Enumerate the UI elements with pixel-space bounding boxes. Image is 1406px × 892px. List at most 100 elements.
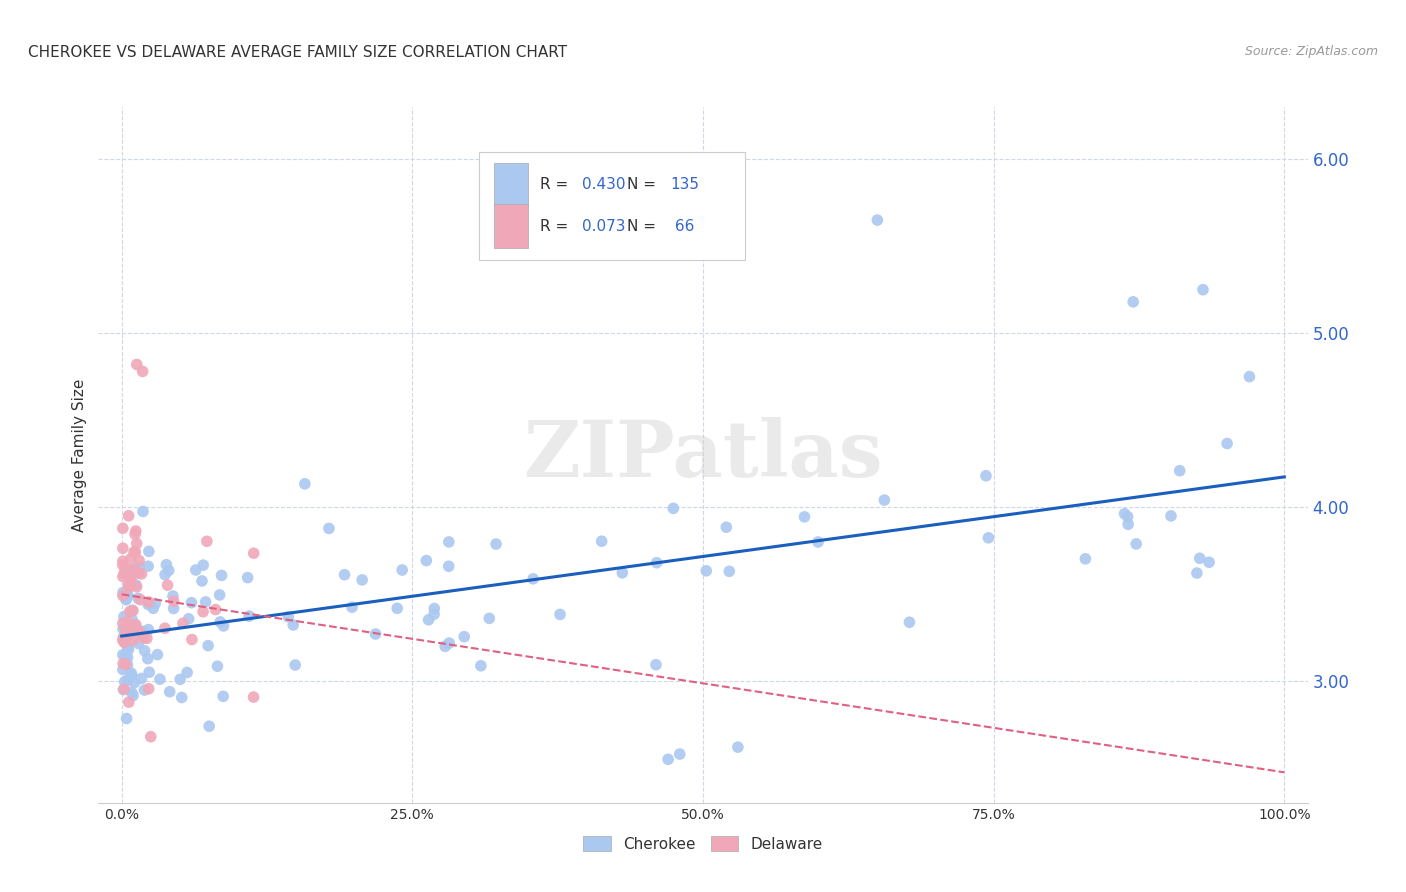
Point <box>170 690 193 705</box>
Point <box>121 563 143 577</box>
Point <box>128 625 150 640</box>
Point <box>112 619 135 633</box>
Point <box>1116 517 1139 532</box>
Point <box>121 566 143 580</box>
Point <box>195 534 218 549</box>
Point <box>111 558 134 573</box>
Point <box>128 636 150 650</box>
Point <box>139 730 162 744</box>
Text: N =: N = <box>627 177 661 192</box>
Point <box>112 609 135 624</box>
Point <box>136 651 159 665</box>
Point <box>212 690 235 704</box>
Point <box>242 690 264 704</box>
Point <box>117 589 139 603</box>
Point <box>117 640 139 654</box>
Point <box>591 534 613 549</box>
Point <box>132 628 155 642</box>
Point <box>974 468 997 483</box>
Point <box>134 644 156 658</box>
Point <box>112 630 135 644</box>
Point <box>125 358 148 372</box>
Point <box>191 574 214 588</box>
Text: R =: R = <box>540 177 572 192</box>
Point <box>138 665 160 680</box>
Point <box>112 566 135 581</box>
Point <box>114 657 136 672</box>
FancyBboxPatch shape <box>494 204 527 248</box>
Point <box>184 563 207 577</box>
Point <box>111 616 134 631</box>
Point <box>387 601 409 615</box>
Point <box>120 571 142 585</box>
Point <box>120 575 142 590</box>
Point <box>138 595 160 609</box>
Point <box>111 622 134 636</box>
Point <box>117 577 139 591</box>
Legend: Cherokee, Delaware: Cherokee, Delaware <box>576 830 830 858</box>
Point <box>121 613 143 627</box>
Point <box>112 585 135 599</box>
Point <box>415 553 437 567</box>
Point <box>115 587 138 601</box>
Point <box>128 624 150 638</box>
Point <box>193 558 215 573</box>
Point <box>212 619 235 633</box>
Point <box>138 544 160 558</box>
Point <box>898 615 921 630</box>
Point <box>118 695 141 709</box>
Point <box>172 616 194 631</box>
Point <box>478 611 501 625</box>
Point <box>1185 566 1208 580</box>
Point <box>124 618 146 632</box>
Point <box>118 627 141 641</box>
Point <box>114 674 136 689</box>
Y-axis label: Average Family Size: Average Family Size <box>72 378 87 532</box>
Point <box>284 658 307 673</box>
Point <box>866 213 889 227</box>
Point <box>114 563 136 577</box>
Point <box>142 601 165 615</box>
Point <box>118 580 141 594</box>
Point <box>115 624 138 639</box>
Point <box>120 623 142 637</box>
Point <box>124 675 146 690</box>
Point <box>111 648 134 662</box>
Point <box>198 719 221 733</box>
Point <box>131 672 153 686</box>
Point <box>423 607 446 622</box>
Point <box>135 632 157 646</box>
Point <box>1216 436 1239 450</box>
Point <box>657 752 679 766</box>
Point <box>793 509 815 524</box>
Point <box>1239 369 1261 384</box>
Point <box>207 659 229 673</box>
Point <box>548 607 571 622</box>
Point <box>120 552 142 566</box>
Point <box>1188 551 1211 566</box>
Point <box>238 609 260 624</box>
Point <box>131 566 153 581</box>
Point <box>294 476 316 491</box>
Text: 0.073: 0.073 <box>582 219 626 234</box>
Point <box>125 624 148 639</box>
Point <box>138 623 160 637</box>
Text: ZIPatlas: ZIPatlas <box>523 417 883 493</box>
Point <box>115 624 138 638</box>
Point <box>204 602 226 616</box>
Point <box>112 635 135 649</box>
Point <box>1125 537 1147 551</box>
Point <box>131 624 153 639</box>
Point <box>115 592 138 607</box>
Point <box>114 648 136 663</box>
Point <box>125 524 148 538</box>
Point <box>364 627 387 641</box>
Point <box>115 631 138 645</box>
Point <box>136 598 159 612</box>
Point <box>716 520 738 534</box>
Point <box>453 630 475 644</box>
Point <box>1168 464 1191 478</box>
Point <box>138 681 160 696</box>
Point <box>115 712 138 726</box>
Point <box>122 604 145 618</box>
